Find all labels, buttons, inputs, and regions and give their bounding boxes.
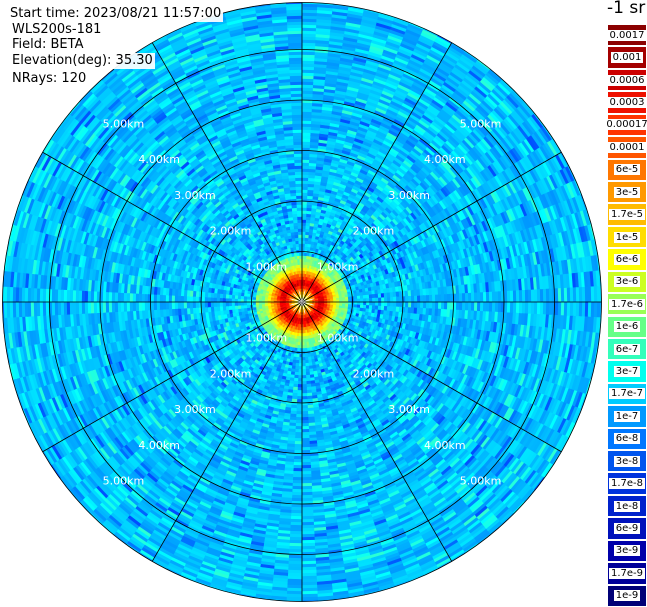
- radar-data-cells: [2, 2, 602, 602]
